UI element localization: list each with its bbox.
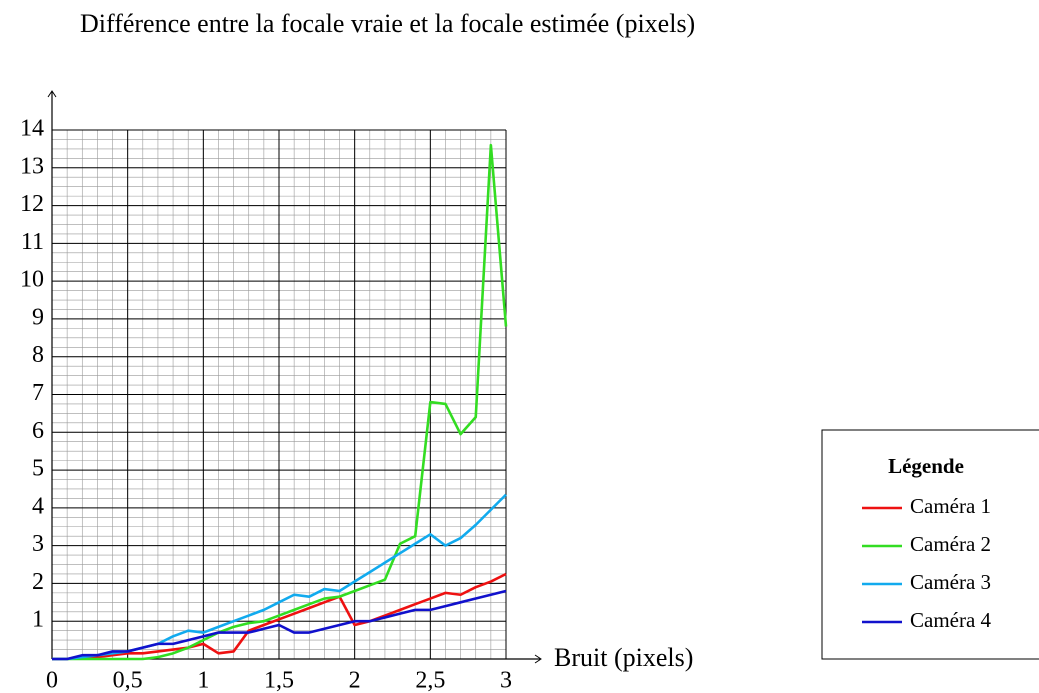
legend-label: Caméra 1 <box>910 494 991 518</box>
y-tick-label: 3 <box>32 531 44 557</box>
legend-label: Caméra 2 <box>910 532 991 556</box>
x-tick-label: 2,5 <box>415 668 445 693</box>
legend-box <box>821 429 1039 660</box>
legend-label: Caméra 3 <box>910 570 991 594</box>
x-axis-arrow <box>534 654 542 664</box>
legend-title: Légende <box>888 454 964 478</box>
series-line <box>52 143 508 661</box>
y-tick-label: 10 <box>20 267 44 293</box>
legend-label: Caméra 4 <box>910 608 992 632</box>
y-tick-label: 13 <box>20 153 44 179</box>
series-line <box>52 589 507 661</box>
series-line <box>52 572 507 661</box>
y-tick-label: 5 <box>32 456 44 482</box>
x-axis-label: Bruit (pixels) <box>554 643 693 672</box>
y-tick-label: 4 <box>32 493 44 519</box>
y-tick-label: 12 <box>20 191 44 217</box>
y-tick-label: 9 <box>32 304 44 330</box>
y-tick-label: 6 <box>32 418 44 444</box>
x-tick-label: 0,5 <box>113 668 143 693</box>
y-tick-label: 11 <box>21 229 44 255</box>
x-tick-label: 3 <box>500 668 512 693</box>
x-tick-label: 1,5 <box>264 668 294 693</box>
y-axis-arrow <box>47 90 57 98</box>
y-tick-label: 1 <box>32 607 44 633</box>
x-tick-label: 1 <box>197 668 209 693</box>
x-tick-label: 0 <box>46 668 58 693</box>
x-tick-label: 2 <box>349 668 361 693</box>
y-axis-label: Différence entre la focale vraie et la f… <box>80 9 696 38</box>
y-tick-label: 14 <box>20 116 44 142</box>
y-tick-label: 2 <box>32 569 44 595</box>
y-tick-label: 8 <box>32 342 44 368</box>
y-tick-label: 7 <box>32 380 44 406</box>
